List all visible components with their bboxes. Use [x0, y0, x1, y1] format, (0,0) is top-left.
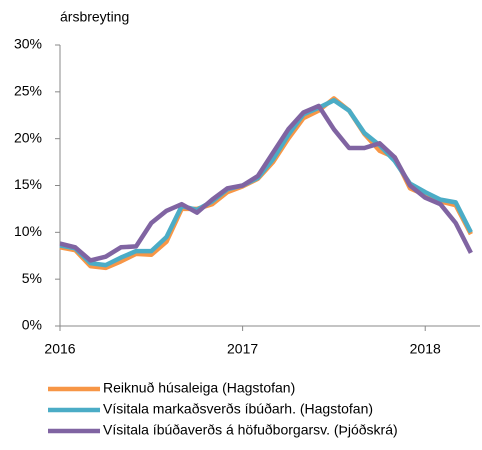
y-tick-label: 20% [14, 129, 42, 145]
x-tick-label: 2016 [44, 341, 75, 357]
x-tick-label: 2018 [410, 341, 441, 357]
y-tick-label: 0% [22, 317, 42, 333]
series-line [59, 103, 473, 263]
y-tick-label: 30% [14, 36, 42, 52]
legend-label: Vísitala íbúðaverðs á höfuðborgarsv. (Þj… [103, 422, 398, 438]
y-tick-label: 10% [14, 223, 42, 239]
legend-label: Vísitala markaðsverðs íbúðarh. (Hagstofa… [103, 401, 373, 417]
legend-label: Reiknuð húsaleiga (Hagstofan) [103, 380, 295, 396]
y-axis-label: ársbreyting [60, 9, 129, 25]
y-tick-label: 25% [14, 83, 42, 99]
x-tick-label: 2017 [227, 341, 258, 357]
y-tick-label: 5% [22, 270, 42, 286]
y-tick-label: 15% [14, 176, 42, 192]
